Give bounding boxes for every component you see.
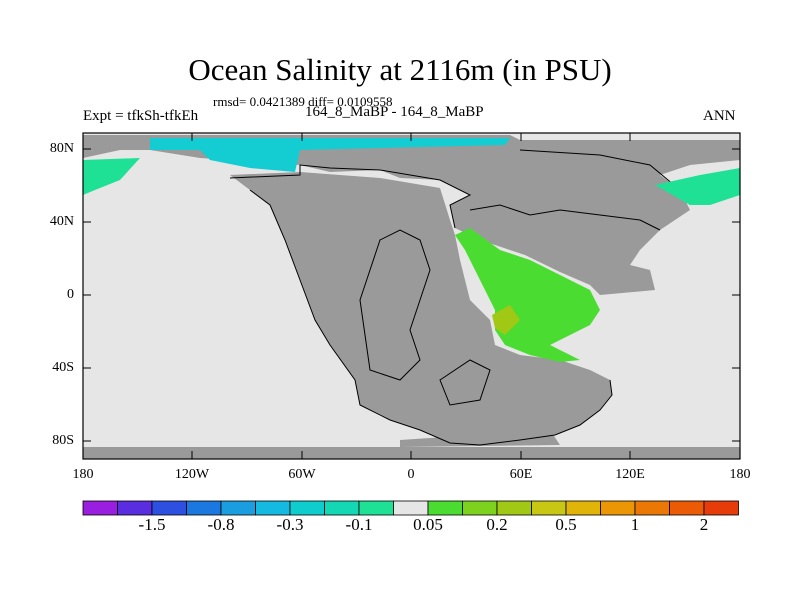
lat-label-80n: 80N: [49, 141, 74, 156]
lon-label-0: 0: [407, 467, 415, 482]
land-south-lobe: [400, 430, 560, 447]
colorbar-label-7: 0.5: [555, 515, 577, 534]
colorbar-swatch: [600, 500, 636, 516]
lon-label-120w: 120W: [174, 467, 210, 482]
colorbar-swatch: [82, 500, 118, 516]
colorbar-swatch: [186, 500, 222, 516]
colorbar-swatch: [703, 500, 739, 516]
land-north: [83, 135, 740, 295]
colorbar-label-2: -0.8: [207, 515, 235, 534]
lat-label-80s: 80S: [52, 433, 74, 448]
lat-label-40n: 40N: [49, 214, 74, 229]
colorbar: [82, 500, 739, 516]
colorbar-swatch: [531, 500, 567, 516]
subtitle: 164_8_MaBP - 164_8_MaBP: [305, 104, 484, 120]
colorbar-swatch: [669, 500, 705, 516]
coastlines: [229, 149, 681, 446]
colorbar-swatch: [358, 500, 394, 516]
stats-line: rmsd= 0.0421389 diff= 0.0109558: [213, 94, 393, 109]
colorbar-swatch: [220, 500, 256, 516]
axis-ticks: [83, 133, 740, 459]
colorbar-swatch: [634, 500, 670, 516]
lon-label-60e: 60E: [509, 467, 533, 482]
colorbar-swatch: [289, 500, 325, 516]
experiment-label: Expt = tfkSh-tfkEh: [83, 108, 199, 124]
colorbar-label-1: -1.5: [138, 515, 166, 534]
lat-label-40s: 40S: [52, 360, 74, 375]
anomaly-patches: [83, 138, 740, 362]
colorbar-swatch: [427, 500, 463, 516]
lon-label-180w: 180: [72, 467, 94, 482]
lat-label-0: 0: [67, 287, 74, 302]
lon-label-180e: 180: [729, 467, 751, 482]
colorbar-swatch: [117, 500, 153, 516]
colorbar-swatch: [151, 500, 187, 516]
colorbar-label-9: 2: [699, 515, 709, 534]
tethys-anomaly: [455, 228, 600, 362]
colorbar-swatch: [324, 500, 360, 516]
land-pangea: [230, 172, 612, 445]
season-label: ANN: [703, 108, 736, 124]
colorbar-swatch: [496, 500, 532, 516]
arctic-anomaly: [150, 138, 510, 172]
chart-title: Ocean Salinity at 2116m (in PSU): [188, 52, 612, 87]
colorbar-swatch: [255, 500, 291, 516]
tethys-anomaly-strong: [492, 305, 520, 335]
lon-label-60w: 60W: [288, 467, 316, 482]
colorbar-label-6: 0.2: [486, 515, 508, 534]
colorbar-label-3: -0.3: [276, 515, 304, 534]
colorbar-label-8: 1: [630, 515, 640, 534]
colorbar-swatch: [393, 500, 429, 516]
ne-anomaly: [655, 168, 740, 205]
colorbar-swatch: [565, 500, 601, 516]
colorbar-label-4: -0.1: [345, 515, 373, 534]
colorbar-label-5: 0.05: [413, 515, 443, 534]
colorbar-swatch: [462, 500, 498, 516]
nw-anomaly: [83, 158, 140, 195]
lon-label-120e: 120E: [615, 467, 645, 482]
